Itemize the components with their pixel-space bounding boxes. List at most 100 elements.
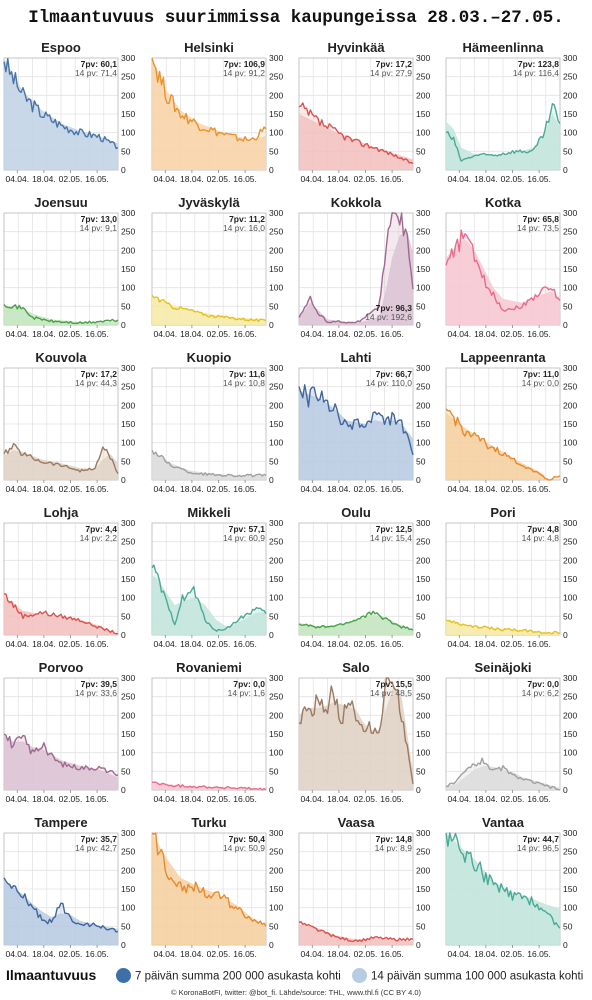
chart-panel-lahti: 0 50 100 150 200 250 300 04.04. 18.04. 02.05. 16.0… bbox=[298, 350, 430, 494]
x-tick-label: 16.05. bbox=[527, 329, 551, 339]
stat-7-day: 7pv: 50,4 bbox=[229, 834, 266, 844]
panel-title: Hämeenlinna bbox=[463, 40, 545, 55]
x-tick-label: 04.04. bbox=[153, 174, 177, 184]
y-tick-label: 150 bbox=[121, 729, 135, 739]
y-tick-label: 0 bbox=[269, 165, 274, 175]
x-tick-label: 16.05. bbox=[233, 484, 257, 494]
y-tick-label: 50 bbox=[416, 456, 426, 466]
y-tick-label: 300 bbox=[269, 53, 283, 63]
y-tick-label: 50 bbox=[121, 766, 131, 776]
series-7-day-line bbox=[445, 408, 561, 481]
stat-14-day: 14 pv: 9,1 bbox=[80, 223, 118, 233]
y-tick-label: 50 bbox=[269, 456, 279, 466]
y-tick-label: 200 bbox=[121, 90, 135, 100]
stat-7-day: 7pv: 13,0 bbox=[81, 214, 118, 224]
x-tick-label: 18.04. bbox=[180, 174, 204, 184]
panel-title: Vaasa bbox=[338, 815, 376, 830]
chart-panel-espoo: 0 50 100 150 200 250 300 04.04. 18.04. 02.05. 16.0… bbox=[3, 40, 135, 184]
chart-panel-hyvinkää: 0 50 100 150 200 250 300 04.04. 18.04. 02.05. 16.0… bbox=[298, 40, 430, 184]
series-7-day-line bbox=[445, 229, 561, 312]
stat-14-day: 14 pv: 1,6 bbox=[228, 688, 266, 698]
panel-title: Jyväskylä bbox=[178, 195, 240, 210]
stat-7-day: 7pv: 66,7 bbox=[376, 369, 413, 379]
y-tick-label: 100 bbox=[269, 593, 283, 603]
series-7-day-area bbox=[446, 103, 560, 170]
y-tick-label: 100 bbox=[416, 593, 430, 603]
series-7-day-line bbox=[445, 757, 561, 791]
series-7-day-line bbox=[298, 384, 414, 456]
stat-14-day: 14 pv: 10,8 bbox=[223, 378, 265, 388]
y-tick-label: 50 bbox=[269, 301, 279, 311]
y-tick-label: 200 bbox=[563, 245, 577, 255]
panel-title: Mikkeli bbox=[187, 505, 230, 520]
y-tick-label: 200 bbox=[416, 400, 430, 410]
panel-title: Lahti bbox=[340, 350, 371, 365]
series-14-day-area bbox=[446, 765, 560, 790]
panel-title: Lappeenranta bbox=[460, 350, 546, 365]
y-tick-label: 150 bbox=[563, 574, 577, 584]
y-tick-label: 200 bbox=[563, 555, 577, 565]
y-tick-label: 0 bbox=[416, 165, 421, 175]
series-7-day-area bbox=[4, 304, 118, 325]
y-tick-label: 150 bbox=[269, 109, 283, 119]
x-tick-label: 16.05. bbox=[233, 794, 257, 804]
series-14-day-area bbox=[4, 306, 118, 325]
x-tick-label: 02.05. bbox=[354, 794, 378, 804]
y-tick-label: 0 bbox=[416, 630, 421, 640]
series-7-day-line bbox=[298, 102, 414, 165]
stat-7-day: 7pv: 60,1 bbox=[81, 59, 118, 69]
x-tick-label: 04.04. bbox=[153, 639, 177, 649]
y-tick-label: 150 bbox=[416, 729, 430, 739]
series-14-day-area bbox=[446, 412, 560, 480]
chart-panel-helsinki: 0 50 100 150 200 250 300 04.04. 18.04. 02.05. 16.0… bbox=[151, 40, 283, 184]
y-tick-label: 150 bbox=[121, 264, 135, 274]
y-tick-label: 100 bbox=[563, 283, 577, 293]
y-tick-label: 50 bbox=[563, 766, 573, 776]
y-tick-label: 50 bbox=[269, 611, 279, 621]
y-tick-label: 0 bbox=[563, 785, 568, 795]
y-tick-label: 50 bbox=[563, 921, 573, 931]
y-tick-label: 250 bbox=[563, 382, 577, 392]
series-7-day-area bbox=[446, 230, 560, 325]
y-tick-label: 0 bbox=[563, 475, 568, 485]
y-tick-label: 200 bbox=[121, 400, 135, 410]
chart-panel-mikkeli: 0 50 100 150 200 250 300 04.04. 18.04. 02.05. 16.0… bbox=[151, 505, 283, 649]
y-tick-label: 150 bbox=[416, 884, 430, 894]
y-tick-label: 50 bbox=[416, 766, 426, 776]
series-7-day-area bbox=[299, 102, 413, 170]
chart-panel-jyväskylä: 0 50 100 150 200 250 300 04.04. 18.04. 02.05. 16.0… bbox=[151, 195, 283, 339]
series-14-day-area bbox=[152, 58, 266, 170]
stat-7-day: 7pv: 12,5 bbox=[376, 524, 413, 534]
footer-credits: © KoronaBotFI, twitter: @bot_fi. Lähde/s… bbox=[170, 988, 422, 997]
y-tick-label: 300 bbox=[269, 828, 283, 838]
series-14-day-area bbox=[4, 597, 118, 635]
y-tick-label: 150 bbox=[269, 419, 283, 429]
y-tick-label: 250 bbox=[563, 847, 577, 857]
x-tick-label: 18.04. bbox=[32, 174, 56, 184]
y-tick-label: 200 bbox=[269, 245, 283, 255]
y-tick-label: 200 bbox=[269, 90, 283, 100]
x-tick-label: 02.05. bbox=[59, 639, 83, 649]
x-tick-label: 16.05. bbox=[233, 639, 257, 649]
chart-panel-pori: 0 50 100 150 200 250 300 04.04. 18.04. 02.05. 16.0… bbox=[445, 505, 577, 649]
x-tick-label: 02.05. bbox=[207, 794, 231, 804]
y-tick-label: 100 bbox=[269, 283, 283, 293]
series-7-day-line bbox=[151, 781, 267, 791]
stat-14-day: 14 pv: 73,5 bbox=[517, 223, 559, 233]
series-7-day-area bbox=[446, 409, 560, 480]
x-tick-label: 16.05. bbox=[380, 949, 404, 959]
x-tick-label: 18.04. bbox=[32, 949, 56, 959]
y-tick-label: 150 bbox=[416, 419, 430, 429]
series-7-day-area bbox=[299, 678, 413, 790]
y-tick-label: 100 bbox=[416, 283, 430, 293]
x-tick-label: 18.04. bbox=[180, 639, 204, 649]
y-tick-label: 50 bbox=[563, 611, 573, 621]
stat-14-day: 14 pv: 27,9 bbox=[370, 68, 412, 78]
y-tick-label: 200 bbox=[121, 865, 135, 875]
x-tick-label: 02.05. bbox=[354, 639, 378, 649]
x-tick-label: 04.04. bbox=[447, 484, 471, 494]
x-tick-label: 02.05. bbox=[354, 484, 378, 494]
y-tick-label: 250 bbox=[563, 692, 577, 702]
x-tick-label: 16.05. bbox=[85, 949, 109, 959]
x-tick-label: 02.05. bbox=[501, 949, 525, 959]
